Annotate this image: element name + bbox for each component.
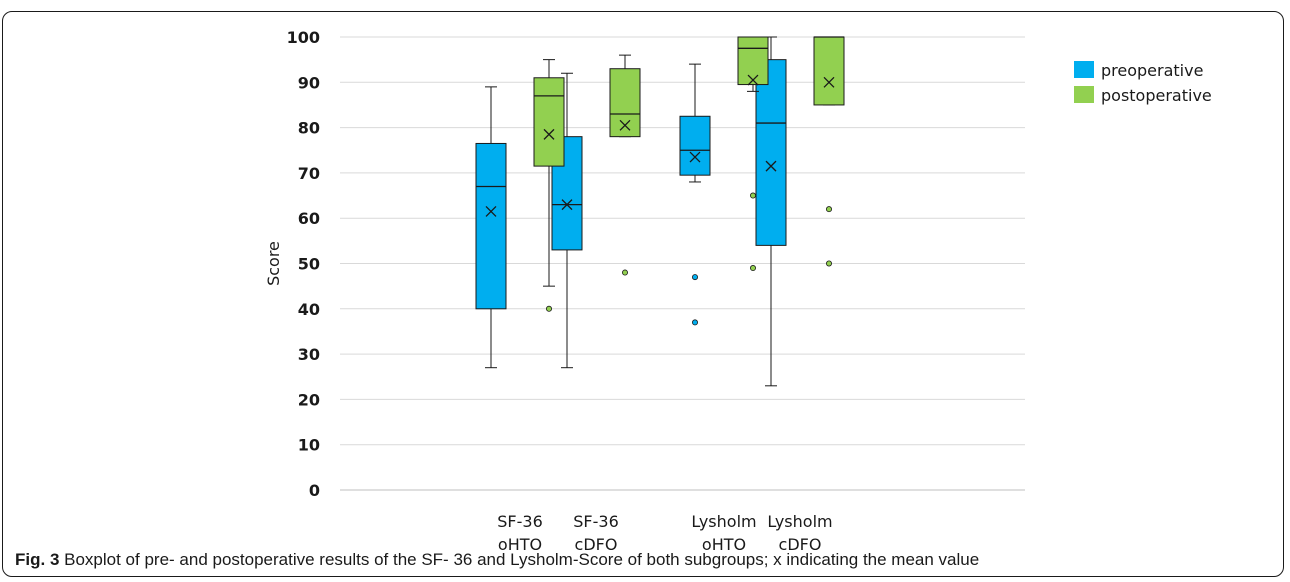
x-category-label: oHTO bbox=[702, 535, 746, 554]
legend-label-preoperative: preoperative bbox=[1101, 61, 1203, 80]
outlier-point bbox=[826, 260, 833, 267]
y-tick-label: 50 bbox=[298, 255, 320, 274]
iqr-box bbox=[475, 142, 507, 310]
outlier-point bbox=[692, 319, 699, 326]
mean-marker bbox=[747, 74, 759, 86]
x-category-label: oHTO bbox=[498, 535, 542, 554]
y-tick-label: 80 bbox=[298, 119, 320, 138]
mean-marker bbox=[619, 119, 631, 131]
y-tick-label: 20 bbox=[298, 390, 320, 409]
y-tick-label: 10 bbox=[298, 436, 320, 455]
legend-label-postoperative: postoperative bbox=[1101, 86, 1212, 105]
box-preoperative bbox=[475, 86, 507, 369]
outlier-point bbox=[826, 206, 833, 213]
caption-text: Boxplot of pre- and postoperative result… bbox=[59, 550, 980, 569]
outlier-point bbox=[750, 192, 757, 199]
x-category-label: cDFO bbox=[779, 535, 822, 554]
mean-marker bbox=[543, 128, 555, 140]
box-postoperative bbox=[737, 36, 769, 272]
y-axis-label: Score bbox=[264, 241, 283, 286]
box-postoperative bbox=[813, 36, 845, 267]
box-preoperative bbox=[755, 36, 787, 387]
y-tick-label: 70 bbox=[298, 164, 320, 183]
box-postoperative bbox=[609, 54, 641, 276]
figure-frame: 0 10 20 30 40 50 60 70 80 90 100 Score SF-36 oHTO SF-3… bbox=[2, 11, 1284, 577]
iqr-box bbox=[609, 68, 641, 138]
mean-marker bbox=[561, 199, 573, 211]
y-tick-label: 30 bbox=[298, 345, 320, 364]
outlier-point bbox=[750, 265, 757, 272]
legend-swatch-preoperative bbox=[1074, 61, 1094, 78]
x-category-label: Lysholm bbox=[767, 512, 832, 531]
outlier-point bbox=[622, 269, 629, 276]
box-postoperative bbox=[533, 59, 565, 312]
y-tick-label: 90 bbox=[298, 73, 320, 92]
figure-caption: Fig. 3 Boxplot of pre- and postoperative… bbox=[15, 550, 979, 570]
iqr-box bbox=[813, 36, 845, 106]
x-category-label: SF-36 bbox=[573, 512, 619, 531]
mean-marker bbox=[765, 160, 777, 172]
outlier-point bbox=[546, 305, 553, 312]
y-tick-label: 100 bbox=[287, 28, 320, 47]
x-category-label: cDFO bbox=[575, 535, 618, 554]
iqr-box bbox=[679, 115, 711, 176]
box-preoperative bbox=[679, 63, 711, 326]
iqr-box bbox=[737, 36, 769, 86]
boxplot-chart: 0 10 20 30 40 50 60 70 80 90 100 Score SF-36 oHTO SF-3… bbox=[264, 28, 1212, 554]
y-tick-label: 0 bbox=[309, 481, 320, 500]
caption-label: Fig. 3 bbox=[15, 550, 60, 569]
mean-marker bbox=[823, 76, 835, 88]
legend-swatch-postoperative bbox=[1074, 86, 1094, 103]
x-category-label: Lysholm bbox=[691, 512, 756, 531]
x-category-label: SF-36 bbox=[497, 512, 543, 531]
outlier-point bbox=[692, 274, 699, 281]
y-tick-label: 40 bbox=[298, 300, 320, 319]
mean-marker bbox=[485, 205, 497, 217]
iqr-box bbox=[533, 77, 565, 167]
iqr-box bbox=[755, 59, 787, 246]
y-tick-label: 60 bbox=[298, 209, 320, 228]
mean-marker bbox=[689, 151, 701, 163]
